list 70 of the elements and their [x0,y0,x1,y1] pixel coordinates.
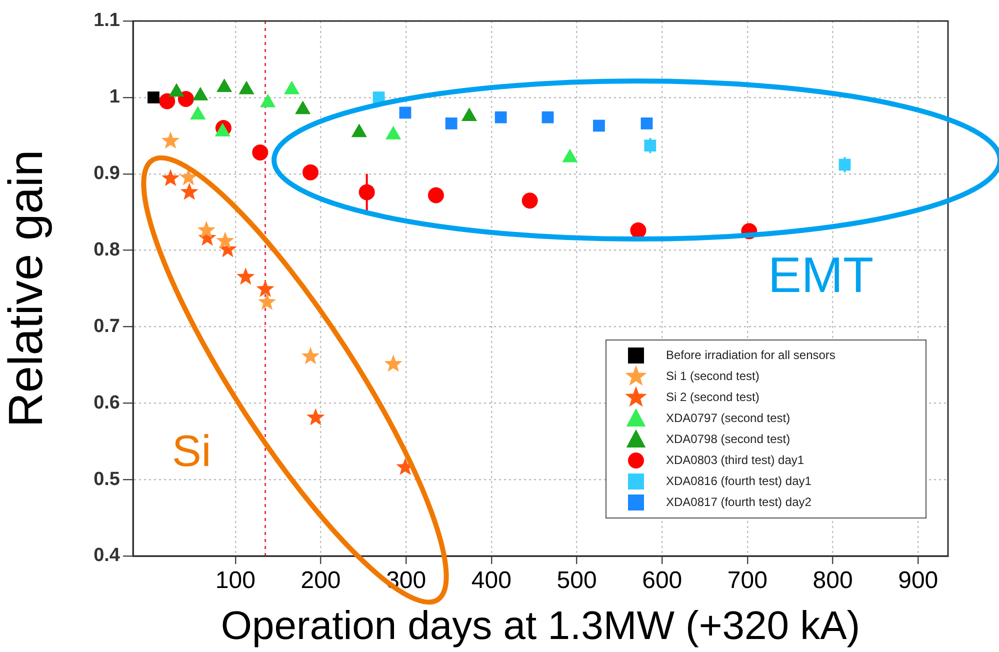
point [302,164,319,180]
x-tick-label: 500 [556,567,597,594]
point [494,111,507,124]
point [217,79,232,92]
point [445,117,458,130]
legend-label: XDA0797 (second test) [666,410,790,425]
x-tick-label: 900 [898,567,938,594]
x-axis-title: Operation days at 1.3MW (+320 kA) [220,604,860,648]
point [838,158,851,171]
x-tick-label: 800 [812,567,853,594]
point [399,106,412,119]
y-tick-label: 1.1 [94,10,120,32]
point [462,108,476,122]
legend-label: XDA0803 (third test) day1 [666,452,804,467]
y-axis-title: Relative gain [0,150,54,428]
x-tick-label: 100 [215,567,256,594]
point [296,102,310,114]
y-tick-label: 0.6 [94,392,120,414]
annotation: Si [172,427,212,476]
point [197,220,216,238]
point [258,292,276,310]
y-tick-label: 0.4 [94,545,120,566]
point [193,88,208,100]
point [593,120,605,132]
legend-label: Si 1 (second test) [666,368,760,383]
point [358,184,375,200]
point [630,222,646,238]
point [352,124,366,138]
x-tick-label: 200 [300,567,341,594]
legend-label: Before irradiation for all sensors [666,348,836,362]
point [236,268,255,285]
point [644,140,656,152]
legend-label: Si 2 (second test) [666,390,760,404]
legend-label: XDA0816 (fourth test) day1 [666,474,812,488]
point [159,93,176,110]
legend-label: XDA0798 (second test) [666,432,790,446]
point [148,91,160,104]
point [190,107,205,120]
x-tick-label: 400 [471,567,512,594]
point [386,126,400,140]
point [252,144,268,160]
point [179,168,198,186]
point [542,111,554,124]
point [256,280,274,297]
point [178,90,194,107]
point [562,150,578,162]
annotation: EMT [768,247,874,303]
legend-label: XDA0817 (fourth test) day2 [666,494,812,509]
y-tick-label: 0.5 [94,468,120,490]
point [216,232,234,249]
y-tick-label: 0.9 [94,163,120,184]
point [301,347,320,364]
point [306,408,325,426]
point [384,354,402,372]
point [239,82,254,94]
point [180,182,198,200]
point [522,192,538,209]
y-tick-label: 0.8 [94,240,120,261]
point [284,82,299,94]
x-tick-label: 600 [642,567,682,594]
point [216,124,230,136]
point [428,187,444,204]
x-tick-label: 700 [727,567,768,594]
point [162,168,180,186]
y-tick-label: 1 [109,86,120,108]
point [640,117,653,130]
point [260,94,275,108]
point [169,84,184,97]
point [162,131,180,149]
y-tick-label: 0.7 [94,316,120,337]
